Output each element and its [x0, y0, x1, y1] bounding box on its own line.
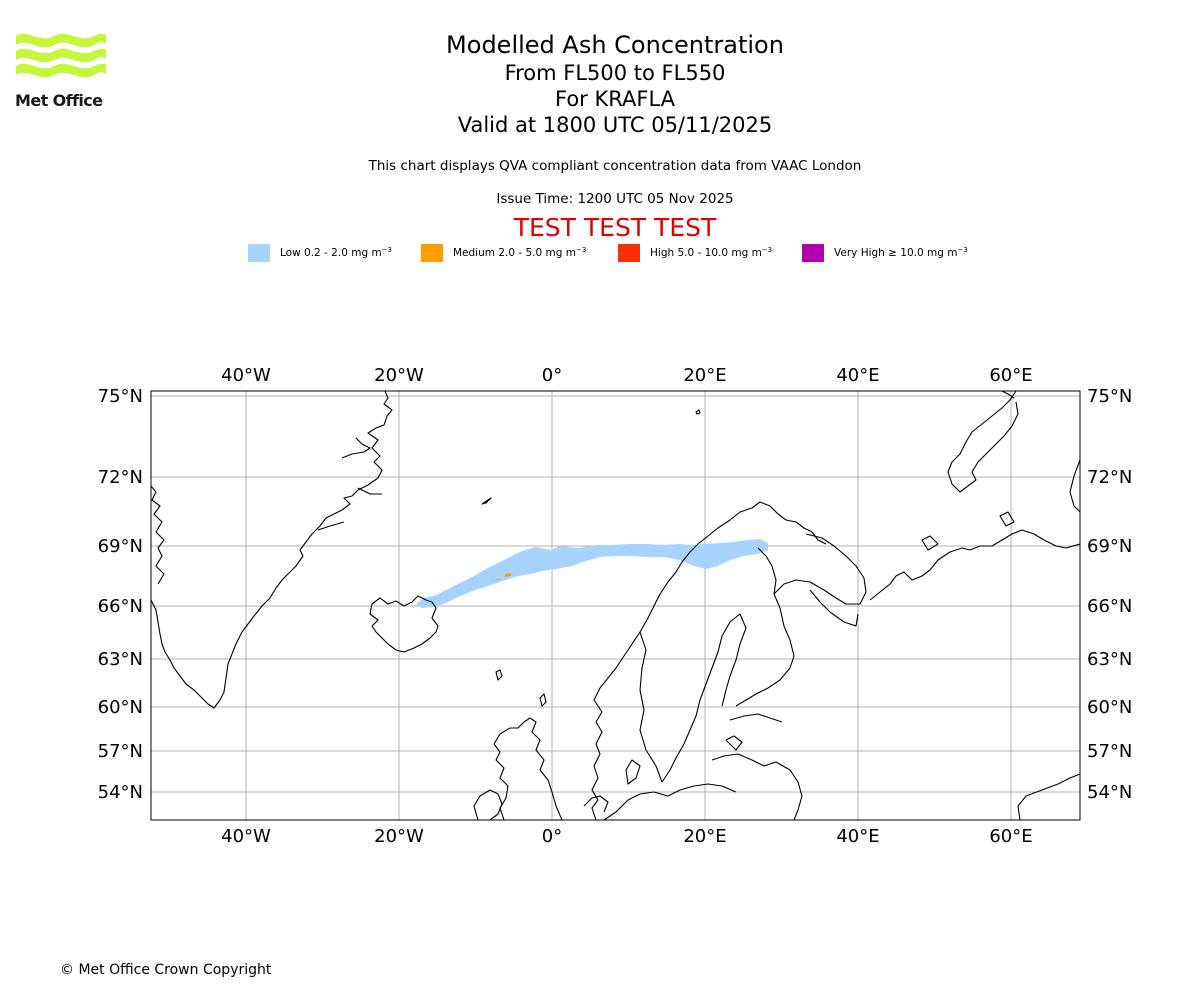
vaygach	[999, 511, 1015, 527]
jan-mayen	[481, 497, 492, 505]
gulf-of-riga	[725, 735, 743, 751]
legend-label-high: High 5.0 - 10.0 mg m−3	[650, 246, 772, 259]
denmark	[625, 759, 641, 785]
legend-text-high: High 5.0 - 10.0 mg m	[650, 247, 762, 259]
met-office-wave-logo-icon	[16, 33, 106, 78]
legend-unit-exponent: −3	[957, 246, 968, 254]
lon-label-top-0: 0°	[542, 365, 562, 386]
lat-label-right-75n: 75°N	[1087, 386, 1132, 407]
lon-label-top-20e: 20°E	[683, 365, 726, 386]
baltic-coast-sweden	[661, 613, 747, 783]
map-gridlines	[151, 391, 1080, 820]
uk-west-coast	[493, 743, 509, 820]
sweden-finland-border	[639, 631, 663, 783]
lat-label-left-60n: 60°N	[98, 697, 143, 718]
lat-label-right-66n: 66°N	[1087, 596, 1132, 617]
germany-coast	[603, 783, 737, 820]
legend-label-very-high: Very High ≥ 10.0 mg m−3	[834, 246, 968, 259]
lon-label-top-20w: 20°W	[374, 365, 424, 386]
greenland-fjord-1	[341, 437, 371, 459]
legend-swatch-medium	[421, 244, 443, 262]
lat-label-right-63n: 63°N	[1087, 649, 1132, 670]
chart-subtitle: This chart displays QVA compliant concen…	[368, 158, 862, 174]
chart-title: Modelled Ash Concentration	[446, 31, 784, 59]
ireland	[473, 789, 503, 820]
lat-label-left-75n: 75°N	[98, 386, 143, 407]
legend-unit-exponent: −3	[761, 246, 773, 254]
volcano-name: For KRAFLA	[555, 87, 675, 111]
flight-level-range: From FL500 to FL550	[504, 61, 726, 85]
lon-label-bottom-40w: 40°W	[221, 826, 271, 847]
lat-label-left-69n: 69°N	[98, 536, 143, 557]
bear-island	[695, 409, 701, 415]
norway-coast	[591, 501, 827, 820]
lat-label-right-69n: 69°N	[1087, 536, 1132, 557]
lon-label-top-60e: 60°E	[989, 365, 1032, 386]
kola-peninsula	[809, 589, 859, 627]
russia-border	[773, 533, 867, 605]
caspian-corner	[1017, 773, 1080, 820]
finland-coast	[735, 547, 795, 707]
legend-swatch-low	[248, 244, 270, 262]
ash-plume-medium	[505, 573, 511, 577]
lat-label-right-54n: 54°N	[1087, 782, 1132, 803]
kanin	[921, 535, 939, 551]
lat-label-left-57n: 57°N	[98, 741, 143, 762]
legend-unit-exponent: −3	[575, 246, 587, 254]
map-axis-labels: 40°W 20°W 0° 20°E 40°E 60°E 40°W 20°W 0°…	[98, 365, 1133, 847]
legend-swatch-high	[618, 244, 640, 262]
legend-text-medium: Medium 2.0 - 5.0 mg m	[453, 247, 576, 259]
russia-arctic-coast	[869, 529, 1080, 601]
legend-label-low: Low 0.2 - 2.0 mg m−3	[280, 246, 392, 259]
greenland-coast	[151, 391, 393, 709]
coastlines	[151, 391, 1080, 820]
scotland	[493, 717, 563, 820]
lat-label-left-63n: 63°N	[98, 649, 143, 670]
lat-label-right-57n: 57°N	[1087, 741, 1132, 762]
issue-time: Issue Time: 1200 UTC 05 Nov 2025	[496, 191, 734, 207]
ash-plume-medium-speck	[496, 579, 501, 580]
test-banner: TEST TEST TEST	[513, 213, 717, 242]
legend-text-low: Low 0.2 - 2.0 mg m	[280, 247, 382, 259]
lon-label-bottom-40e: 40°E	[836, 826, 879, 847]
novaya-zemlya	[947, 391, 1019, 493]
lat-label-right-72n: 72°N	[1087, 467, 1132, 488]
legend-unit-exponent: −3	[381, 246, 393, 254]
legend-swatch-very-high	[802, 244, 824, 262]
iceland	[369, 595, 439, 653]
estonia-coast	[729, 713, 783, 723]
baltic-states	[711, 753, 803, 820]
lat-label-left-66n: 66°N	[98, 596, 143, 617]
met-office-logo: Met Office	[14, 30, 108, 112]
yamal	[1069, 459, 1080, 513]
svalbard-south	[1001, 391, 1015, 399]
lat-label-left-72n: 72°N	[98, 467, 143, 488]
logo-text: Met Office	[15, 91, 103, 110]
greenland-west-coast	[151, 485, 165, 585]
lon-label-top-40e: 40°E	[836, 365, 879, 386]
lon-label-bottom-60e: 60°E	[989, 826, 1032, 847]
lat-label-right-60n: 60°N	[1087, 697, 1132, 718]
copyright-notice: © Met Office Crown Copyright	[60, 962, 272, 978]
dutch-coast	[583, 795, 609, 813]
lon-label-bottom-20w: 20°W	[374, 826, 424, 847]
chart-titles: Modelled Ash Concentration From FL500 to…	[315, 30, 915, 138]
lat-label-left-54n: 54°N	[98, 782, 143, 803]
greenland-fjord-3	[317, 521, 345, 531]
lon-label-top-40w: 40°W	[221, 365, 271, 386]
valid-time: Valid at 1800 UTC 05/11/2025	[457, 113, 773, 137]
map-frame	[150, 390, 1081, 821]
greenland-fjord-2	[357, 487, 382, 495]
lon-label-bottom-0: 0°	[542, 826, 562, 847]
legend-label-medium: Medium 2.0 - 5.0 mg m−3	[453, 246, 586, 259]
lon-label-bottom-20e: 20°E	[683, 826, 726, 847]
faroe-islands	[495, 669, 503, 681]
ash-plume-low	[416, 539, 768, 608]
legend-text-very-high: Very High ≥ 10.0 mg m	[834, 247, 958, 259]
shetland	[539, 693, 547, 707]
